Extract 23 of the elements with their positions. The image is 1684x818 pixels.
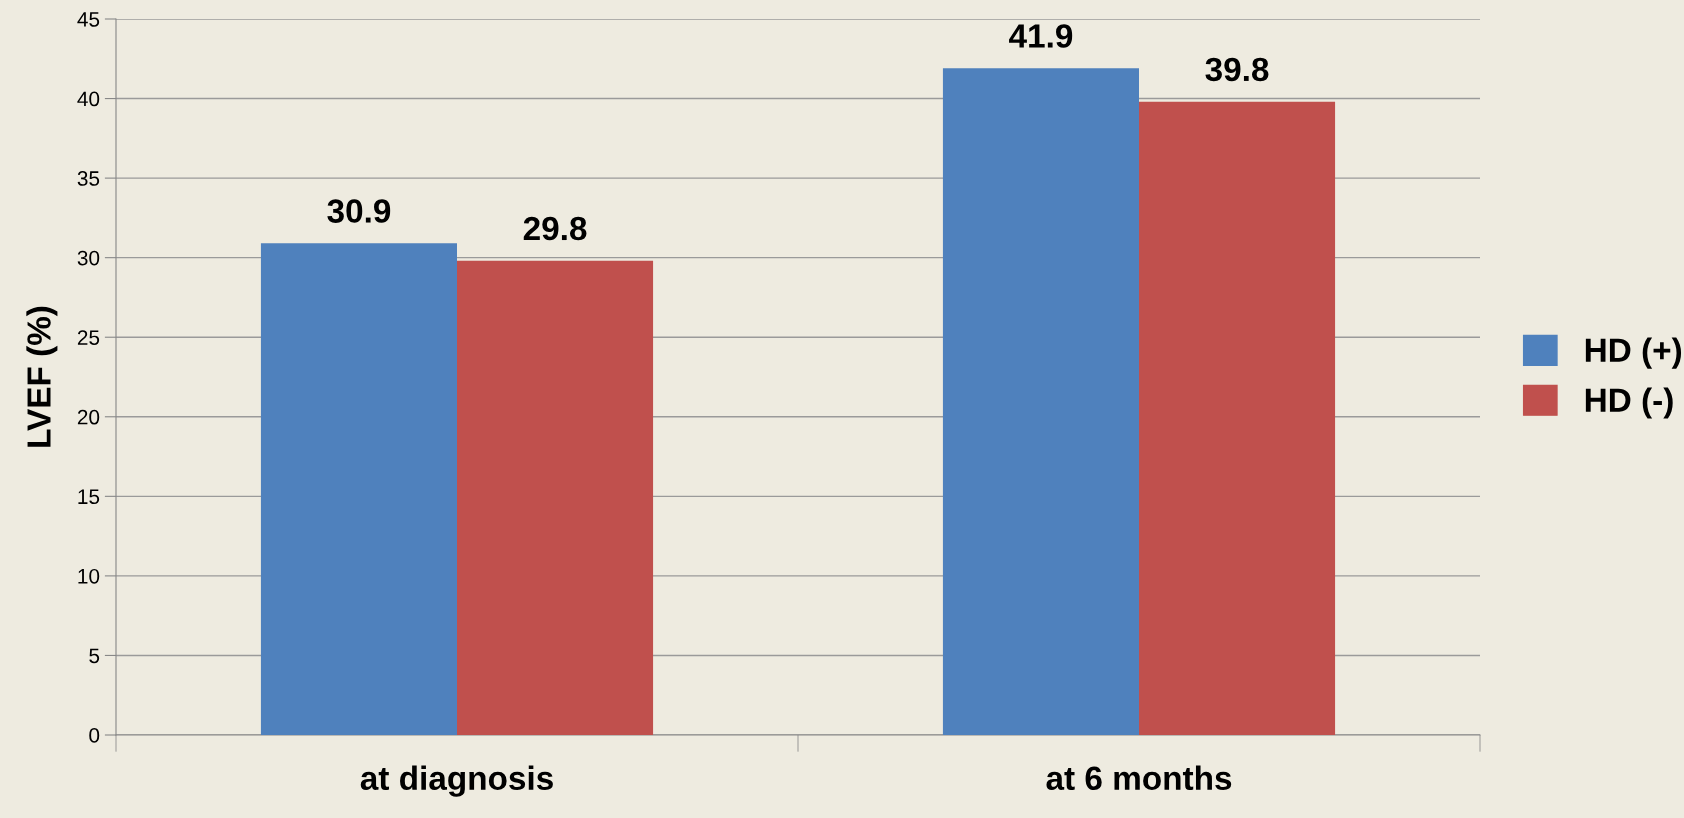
data-label: 30.9 <box>327 199 391 223</box>
x-tick-label: at 6 months <box>1046 765 1232 791</box>
y-tick-label: 0 <box>89 728 100 743</box>
y-tick-label: 30 <box>77 250 100 266</box>
data-label: 39.8 <box>1205 57 1269 82</box>
bar <box>457 260 654 735</box>
y-tick-label: 40 <box>77 91 100 107</box>
y-tick-label: 25 <box>77 330 100 345</box>
bar <box>942 68 1139 735</box>
data-label: 41.9 <box>1009 24 1073 48</box>
legend-label: HD (+) <box>1585 337 1682 369</box>
y-tick-label: 20 <box>77 409 100 425</box>
y-tick-label: 45 <box>77 12 100 27</box>
y-tick-label: 5 <box>89 648 100 664</box>
legend-label: HD (-) <box>1585 387 1673 419</box>
data-label: 29.8 <box>523 216 587 241</box>
y-tick-label: 10 <box>78 568 100 584</box>
y-axis-title: LVEF (%) <box>26 306 58 447</box>
y-tick-label: 15 <box>78 489 100 505</box>
bar <box>260 243 457 735</box>
y-tick-label: 35 <box>77 171 100 186</box>
bar <box>1139 101 1336 735</box>
x-tick-label: at diagnosis <box>360 765 553 797</box>
